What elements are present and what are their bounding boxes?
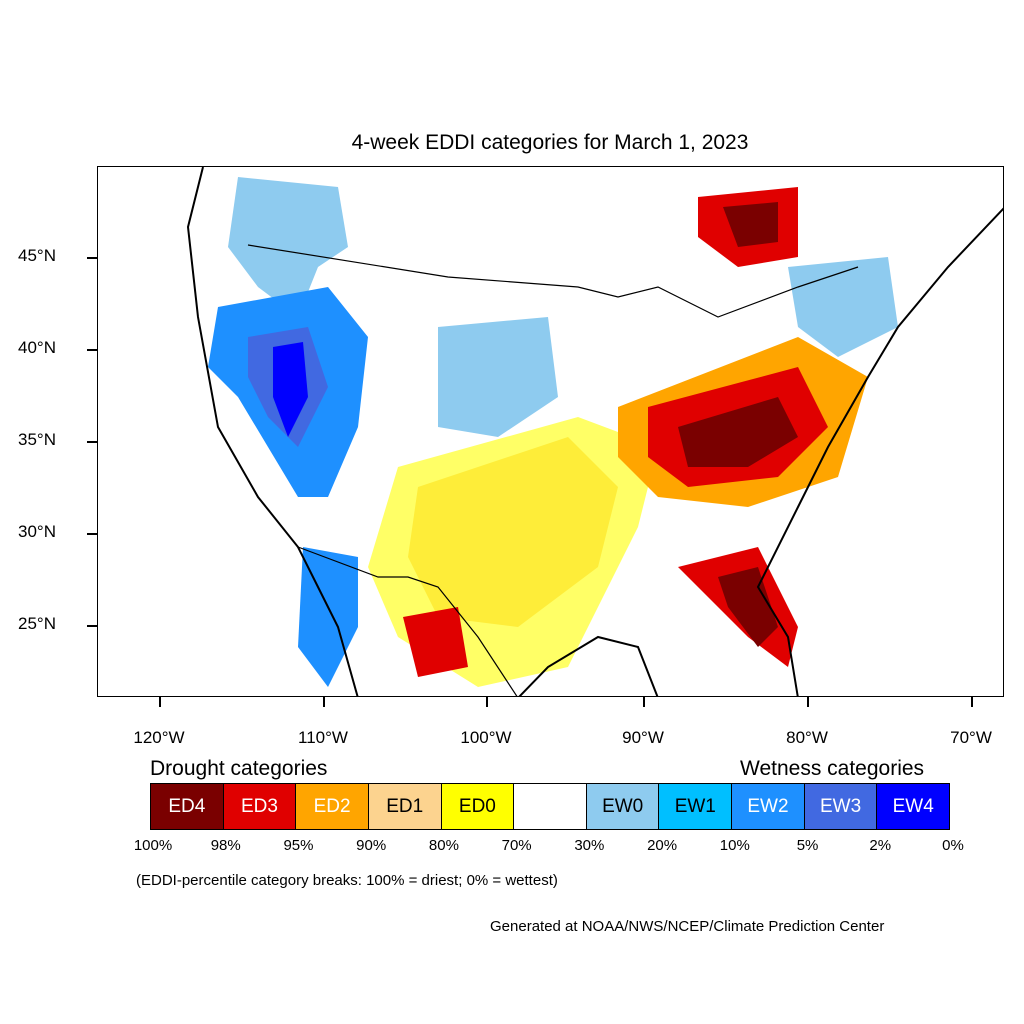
legend-footnote: (EDDI-percentile category breaks: 100% =…: [136, 872, 558, 889]
legend-percent-label: 100%: [133, 837, 173, 854]
us-canada-border: [247, 244, 859, 318]
legend-percent-label: 20%: [647, 837, 678, 854]
lon-tick: [971, 697, 973, 707]
lon-label-100: 100°W: [460, 728, 512, 747]
legend-box-ed3: ED3: [223, 784, 297, 829]
legend-box-ew3: EW3: [804, 784, 878, 829]
legend-percent-label: 5%: [796, 837, 819, 854]
legend-percent-label: 95%: [283, 837, 314, 854]
lon-tick: [643, 697, 645, 707]
legend-box-neutral: [514, 784, 587, 829]
legend-color-bar: ED4 ED3 ED2 ED1 ED0 EW0 EW1 EW2 EW3 EW4: [150, 783, 950, 830]
credit-line: Generated at NOAA/NWS/NCEP/Climate Predi…: [490, 918, 885, 935]
legend-percent-label: 2%: [869, 837, 892, 854]
legend-percent-label: 80%: [428, 837, 459, 854]
lat-label-30: 30°N: [18, 522, 56, 541]
legend-wetness-heading: Wetness categories: [740, 757, 925, 780]
legend-percent-label: 98%: [210, 837, 241, 854]
us-mexico-border: [297, 546, 518, 696]
lat-label-25: 25°N: [18, 614, 56, 633]
legend-percent-label: 90%: [356, 837, 387, 854]
lon-tick: [807, 697, 809, 707]
lat-tick: [87, 441, 97, 443]
lon-tick: [323, 697, 325, 707]
legend-box-ew2: EW2: [732, 784, 805, 829]
drought-region-ohio-extreme: [678, 397, 798, 467]
drought-region-ontario-core: [723, 202, 778, 247]
legend-percent-label: 70%: [501, 837, 532, 854]
lon-label-70: 70°W: [950, 728, 992, 747]
legend-percent-label: 30%: [574, 837, 605, 854]
map-title: 4-week EDDI categories for March 1, 2023: [351, 131, 749, 154]
legend-percent-label: 0%: [942, 837, 964, 854]
eddi-map: [186, 167, 1003, 696]
legend-box-ew1: EW1: [659, 784, 733, 829]
legend-drought-heading: Drought categories: [150, 757, 328, 780]
lon-tick: [159, 697, 161, 707]
drought-region-florida-core: [718, 567, 778, 647]
lon-label-110: 110°W: [298, 728, 348, 747]
legend-box-ew0: EW0: [586, 784, 660, 829]
drought-region-texas-peak: [403, 607, 468, 677]
lat-tick: [87, 257, 97, 259]
coastline: [186, 167, 1003, 696]
wet-region-nevada-peak: [273, 342, 308, 437]
wet-region-pacific-northwest: [228, 177, 348, 317]
lat-tick: [87, 533, 97, 535]
lon-label-80: 80°W: [786, 728, 828, 747]
legend-box-ed0: ED0: [441, 784, 515, 829]
legend-box-ed4: ED4: [151, 784, 224, 829]
lat-label-40: 40°N: [18, 338, 56, 357]
wet-region-plains: [438, 317, 558, 437]
lat-tick: [87, 625, 97, 627]
wet-region-baja: [298, 547, 358, 687]
lat-label-35: 35°N: [18, 430, 56, 449]
wet-region-new-england: [788, 257, 898, 357]
map-panel: [97, 166, 1004, 697]
lon-label-90: 90°W: [622, 728, 664, 747]
legend-box-ed2: ED2: [296, 784, 369, 829]
lon-label-120: 120°W: [133, 728, 185, 747]
lat-label-45: 45°N: [18, 246, 56, 265]
legend-box-ed1: ED1: [368, 784, 442, 829]
legend-percent-label: 10%: [719, 837, 750, 854]
legend-box-ew4: EW4: [877, 784, 950, 829]
lon-tick: [486, 697, 488, 707]
lat-tick: [87, 349, 97, 351]
